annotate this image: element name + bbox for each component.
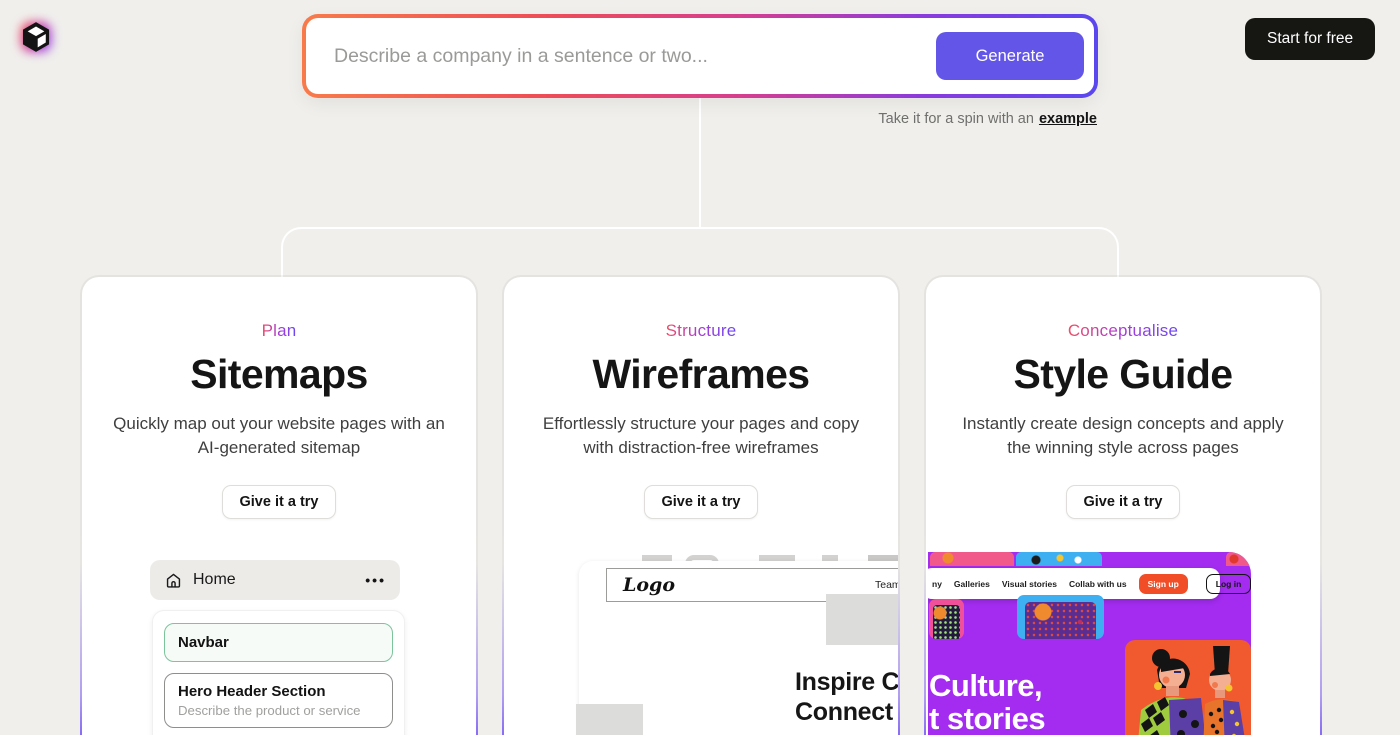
mockup-gallery-fragment: [1226, 552, 1251, 566]
sitemap-node-sublabel: Describe the product or service: [178, 703, 361, 718]
mockup-gallery-card: [1017, 595, 1104, 639]
sitemap-node-label: Navbar: [178, 634, 229, 651]
generate-button[interactable]: Generate: [936, 32, 1084, 80]
mockup-login-button: Log in: [1205, 573, 1251, 594]
prompt-bar: Generate: [302, 14, 1098, 98]
card-eyebrow: Structure: [665, 321, 737, 340]
give-it-a-try-button-sitemaps[interactable]: Give it a try: [221, 485, 337, 520]
sitemap-page-label: Home: [193, 571, 236, 588]
feature-cards: Plan Sitemaps Quickly map out your websi…: [80, 275, 1322, 735]
people-illustration: [1138, 646, 1245, 735]
wireframe-nav-item: Team: [875, 579, 898, 591]
mockup-gallery-fragment: [930, 552, 1014, 566]
hint-text: Take it for a spin with an: [878, 111, 1034, 127]
mockup-navbar: ny Galleries Visual stories Collab with …: [928, 568, 1251, 599]
card-description: Instantly create design concepts and app…: [962, 414, 1284, 458]
wireframe-headline-line2: Connect: [795, 698, 893, 726]
cube-logo-icon: [22, 22, 50, 52]
wireframe-image-placeholder: [826, 594, 898, 645]
card-title: Wireframes: [592, 351, 811, 397]
card-wireframes: Structure Wireframes Effortlessly struct…: [504, 277, 898, 735]
card-eyebrow: Conceptualise: [1067, 321, 1179, 340]
wireframe-navbar: Logo Team: [606, 568, 898, 602]
sitemap-sections-panel: Navbar Hero Header Section Describe the …: [152, 610, 405, 735]
mockup-nav-item: Visual stories: [1001, 578, 1057, 589]
mockup-nav-item: Collab with us: [1068, 578, 1127, 589]
mockup-headline-line1: Culture,: [929, 668, 1043, 703]
mockup-illustration-card: [1125, 640, 1251, 735]
sitemap-node-label: Hero Header Section: [178, 683, 326, 700]
mockup-signup-button: Sign up: [1138, 573, 1188, 594]
mockup-nav-item: ny: [932, 578, 942, 589]
example-hint: Take it for a spin with an example: [878, 111, 1097, 127]
app-logo[interactable]: [19, 20, 53, 54]
wireframe-logo-text: Logo: [623, 574, 675, 596]
prompt-bar-inner: Generate: [306, 18, 1094, 94]
example-link[interactable]: example: [1038, 111, 1097, 127]
card-description: Effortlessly structure your pages and co…: [542, 414, 860, 458]
mockup-headline-line2: t stories: [929, 700, 1046, 735]
card-title: Sitemaps: [190, 351, 368, 397]
start-for-free-button[interactable]: Start for free: [1245, 18, 1376, 60]
card-title: Style Guide: [1013, 351, 1234, 397]
ellipsis-icon: •••: [365, 572, 386, 588]
card-wrap-wireframes: Structure Wireframes Effortlessly struct…: [502, 275, 900, 735]
sitemap-node-navbar: Navbar: [164, 623, 393, 662]
give-it-a-try-button-wireframes[interactable]: Give it a try: [643, 485, 759, 520]
connector-bracket: [281, 227, 1119, 307]
card-wrap-styleguide: Conceptualise Style Guide Instantly crea…: [924, 275, 1322, 735]
company-description-input[interactable]: [332, 43, 936, 69]
wireframe-block-placeholder: [576, 704, 643, 735]
sitemap-node-hero: Hero Header Section Describe the product…: [164, 673, 393, 728]
give-it-a-try-button-styleguide[interactable]: Give it a try: [1065, 485, 1181, 520]
card-styleguide: Conceptualise Style Guide Instantly crea…: [926, 277, 1320, 735]
card-eyebrow: Plan: [261, 321, 297, 340]
wireframe-headline-line1: Inspire C: [795, 668, 898, 696]
home-icon: [166, 573, 181, 588]
mockup-gallery-card: [929, 599, 964, 639]
sitemap-page-header: Home •••: [150, 560, 400, 600]
connector-line-vertical: [699, 98, 701, 229]
mockup-headline: Culture, t stories: [929, 668, 1046, 735]
mockup-nav-item: Galleries: [953, 578, 990, 589]
wireframe-headline: Inspire C Connect: [795, 667, 898, 727]
card-wrap-sitemaps: Plan Sitemaps Quickly map out your websi…: [80, 275, 478, 735]
card-sitemaps: Plan Sitemaps Quickly map out your websi…: [82, 277, 476, 735]
styleguide-website-mockup: ny Galleries Visual stories Collab with …: [928, 552, 1251, 735]
mockup-gallery-fragment: [1016, 552, 1102, 566]
card-description: Quickly map out your website pages with …: [113, 414, 445, 458]
